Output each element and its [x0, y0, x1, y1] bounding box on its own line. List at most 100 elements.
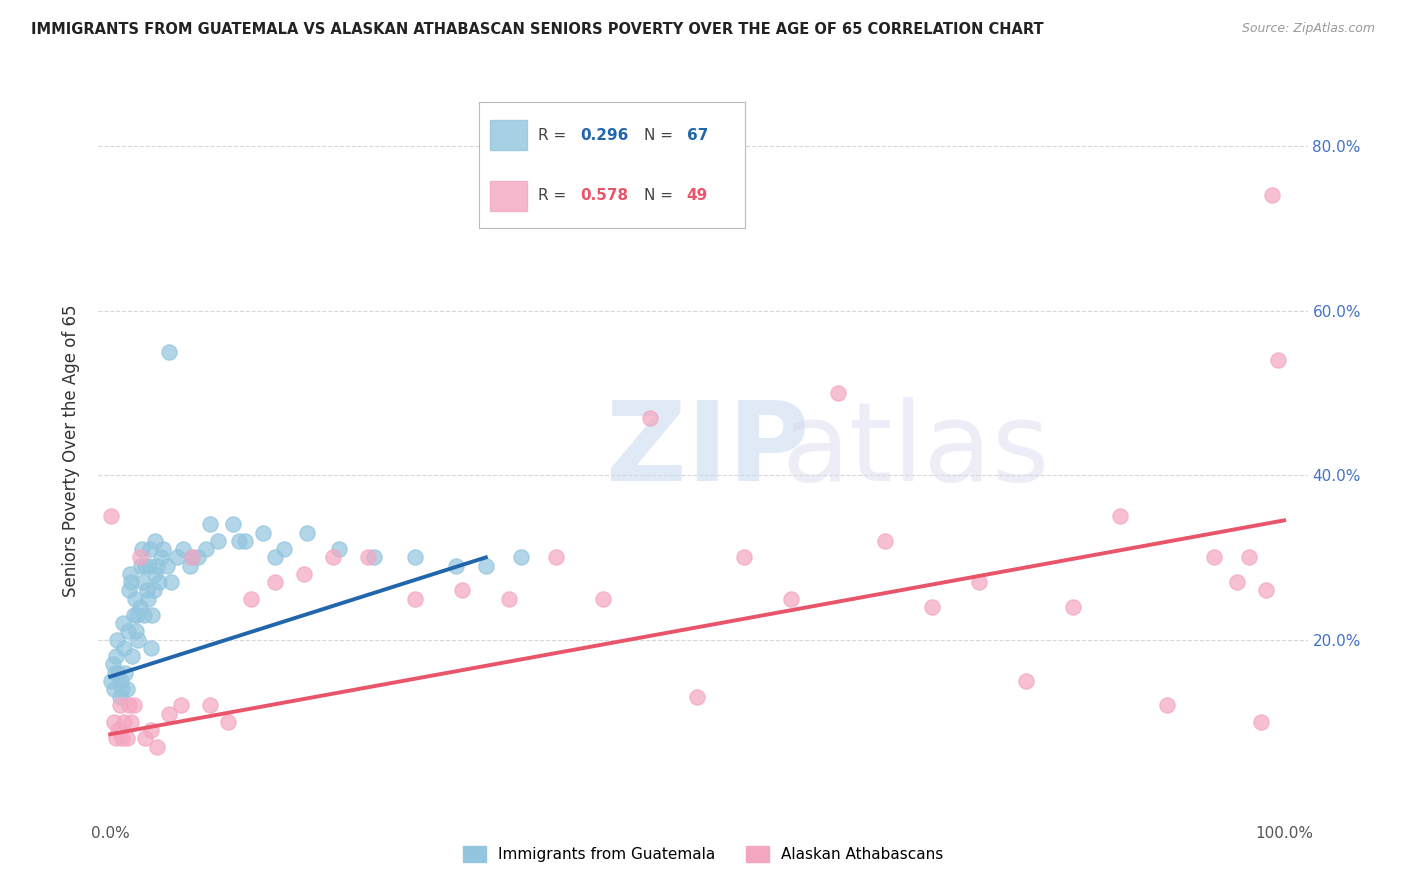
Point [1202, 550, 1225, 565]
Point [105, 731, 128, 746]
Point [179, 558, 201, 573]
Point [148, 575, 170, 590]
Point [110, 673, 132, 688]
Point [198, 698, 221, 713]
Point [1015, 673, 1038, 688]
Point [252, 525, 274, 540]
Point [198, 517, 221, 532]
Point [134, 607, 156, 622]
Point [195, 542, 218, 557]
Point [141, 640, 163, 655]
Point [143, 566, 166, 581]
Point [263, 550, 285, 565]
Point [967, 575, 990, 590]
Point [638, 410, 661, 425]
Point [686, 690, 709, 705]
Point [217, 714, 239, 729]
Point [129, 558, 152, 573]
Point [1267, 353, 1289, 368]
Point [451, 583, 474, 598]
Point [292, 566, 315, 581]
Point [155, 558, 177, 573]
Point [134, 558, 156, 573]
Point [498, 591, 520, 606]
Point [149, 550, 172, 565]
Point [404, 550, 426, 565]
Point [187, 550, 209, 565]
Point [152, 542, 174, 557]
Point [169, 698, 191, 713]
Point [222, 517, 245, 532]
Point [780, 591, 803, 606]
Point [112, 616, 135, 631]
Point [404, 591, 426, 606]
Point [127, 607, 149, 622]
Text: IMMIGRANTS FROM GUATEMALA VS ALASKAN ATHABASCAN SENIORS POVERTY OVER THE AGE OF : IMMIGRANTS FROM GUATEMALA VS ALASKAN ATH… [31, 22, 1043, 37]
Point [132, 575, 155, 590]
Point [107, 665, 129, 680]
Point [157, 344, 180, 359]
Point [104, 665, 127, 680]
Point [146, 739, 169, 754]
Point [141, 723, 163, 738]
Point [146, 558, 169, 573]
Point [111, 731, 134, 746]
Point [108, 690, 131, 705]
Point [328, 542, 350, 557]
Point [100, 509, 122, 524]
Point [120, 714, 142, 729]
Point [128, 550, 150, 565]
Point [160, 575, 183, 590]
Point [297, 525, 319, 540]
Point [1261, 188, 1284, 202]
Point [1108, 509, 1130, 524]
Point [166, 550, 188, 565]
Point [121, 649, 143, 664]
Point [207, 533, 229, 548]
Point [107, 723, 129, 738]
Point [134, 731, 156, 746]
Point [138, 558, 160, 573]
Point [273, 542, 295, 557]
Point [139, 542, 162, 557]
Point [1256, 583, 1278, 598]
Point [120, 575, 142, 590]
Point [103, 714, 125, 729]
Point [873, 533, 896, 548]
Point [114, 665, 136, 680]
Point [111, 681, 134, 696]
Point [263, 575, 285, 590]
Point [143, 533, 166, 548]
Point [446, 558, 468, 573]
Point [136, 591, 159, 606]
Point [510, 550, 533, 565]
Point [115, 731, 138, 746]
Point [228, 533, 250, 548]
Point [100, 673, 122, 688]
Point [546, 550, 568, 565]
Point [240, 591, 263, 606]
Point [1062, 599, 1084, 614]
Point [117, 624, 139, 639]
Point [115, 681, 138, 696]
Point [122, 607, 145, 622]
Point [105, 632, 128, 647]
Point [118, 583, 141, 598]
Point [1250, 714, 1272, 729]
Point [120, 566, 142, 581]
Y-axis label: Seniors Poverty Over the Age of 65: Seniors Poverty Over the Age of 65 [62, 304, 80, 597]
Point [135, 583, 157, 598]
Point [105, 649, 128, 664]
Point [127, 632, 149, 647]
Point [112, 714, 135, 729]
Point [181, 550, 204, 565]
Point [827, 385, 849, 400]
Point [1156, 698, 1178, 713]
Text: ZIP: ZIP [606, 397, 810, 504]
Point [475, 558, 498, 573]
Point [363, 550, 385, 565]
Point [733, 550, 755, 565]
Point [181, 550, 204, 565]
Point [142, 583, 165, 598]
Point [322, 550, 344, 565]
